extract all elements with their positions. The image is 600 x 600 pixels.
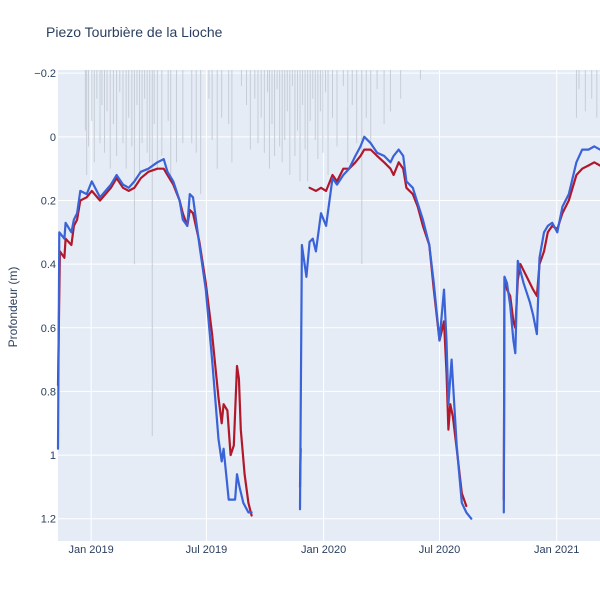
x-tick-label: Jan 2020 (301, 544, 346, 556)
y-tick-label: 0.2 (41, 195, 56, 207)
y-axis: −0.2 0 0.2 0.4 0.6 0.8 1 1.2 (34, 68, 56, 526)
x-tick-label: Jan 2021 (534, 544, 579, 556)
y-tick-label: 0.6 (41, 323, 56, 335)
precip-bars (84, 70, 598, 436)
x-tick-label: Jul 2020 (419, 544, 461, 556)
x-tick-label: Jul 2019 (186, 544, 228, 556)
series-2-line (298, 135, 473, 520)
series-2-line (56, 158, 253, 514)
x-axis: Jan 2019 Jul 2019 Jan 2020 Jul 2020 Jan 2021 (68, 544, 579, 556)
y-tick-label: 0.4 (41, 259, 56, 271)
y-tick-label: 1 (50, 450, 56, 462)
series-1-line (56, 167, 253, 517)
y-tick-label: 0 (50, 132, 56, 144)
x-tick-label: Jan 2019 (68, 544, 113, 556)
series-lines (56, 135, 600, 520)
y-tick-label: −0.2 (34, 68, 56, 80)
y-tick-label: 0.8 (41, 386, 56, 398)
series-2-line (502, 145, 600, 514)
chart-title: Piezo Tourbière de la Lioche (46, 24, 223, 40)
series-1-line (308, 148, 468, 508)
y-tick-label: 1.2 (41, 514, 56, 526)
y-axis-label: Profondeur (m) (6, 267, 20, 348)
